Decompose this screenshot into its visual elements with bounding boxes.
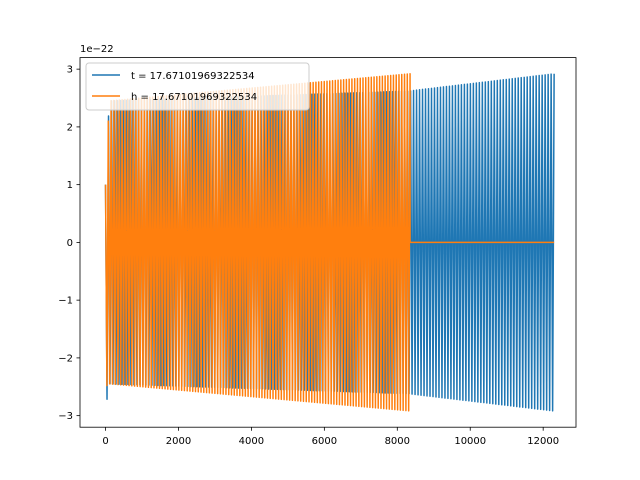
x-tick-label: 4000 (239, 436, 264, 447)
y-tick-label: −1 (58, 296, 73, 307)
x-tick-label: 10000 (454, 436, 486, 447)
y-tick-label: 2 (67, 122, 73, 133)
x-tick-label: 12000 (527, 436, 559, 447)
legend: t = 17.67101969322534 h = 17.671019693225… (86, 63, 309, 110)
x-tick-label: 2000 (166, 436, 191, 447)
x-tick-label: 8000 (385, 436, 410, 447)
legend-label-2: h = 17.67101969322534 (131, 92, 257, 103)
x-tick-label: 6000 (312, 436, 337, 447)
y-tick-label: −3 (58, 411, 73, 422)
legend-label-1: t = 17.67101969322534 (131, 71, 255, 82)
y-tick-label: 1 (67, 180, 73, 191)
y-tick-label: 0 (67, 238, 73, 249)
y-offset-label: 1e−22 (80, 44, 114, 55)
x-tick-label: 0 (102, 436, 108, 447)
y-tick-label: 3 (67, 65, 73, 76)
y-tick-label: −2 (58, 353, 73, 364)
